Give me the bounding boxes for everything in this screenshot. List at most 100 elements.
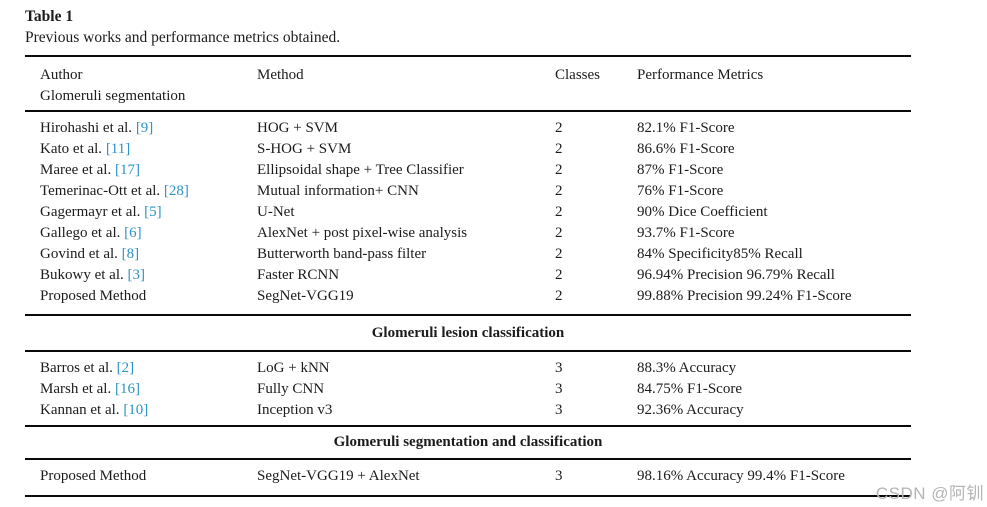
classes-cell: 2 [555,246,563,262]
classes-cell: 3 [555,381,563,397]
metrics-cell: 98.16% Accuracy 99.4% F1-Score [637,468,845,484]
metrics-cell: 87% F1-Score [637,162,724,178]
author-cell: Bukowy et al. [3] [25,265,257,286]
citation-link[interactable]: [11] [105,141,131,157]
table-row: Kato et al. [11] S-HOG + SVM 2 86.6% F1-Sco… [25,139,911,160]
metrics-cell: 84.75% F1-Score [637,381,742,397]
author-name: Bukowy et al. [40,267,128,283]
table-body: Barros et al. [2] LoG + kNN 3 88.3% Accurac… [25,352,911,427]
author-name: Proposed Method [40,288,147,304]
author-cell: Barros et al. [2] [25,358,257,379]
citation-link[interactable]: [8] [121,246,140,262]
column-header-metrics: Performance Metrics [637,67,764,83]
citation-link[interactable]: [2] [116,360,135,376]
table-row: Govind et al. [8] Butterworth band-pass f… [25,244,911,265]
author-name: Barros et al. [40,360,117,376]
author-name: Maree et al. [40,162,115,178]
column-header-classes: Classes [555,67,600,83]
header-subtitle-row: Glomeruli segmentation [25,86,911,107]
author-cell: Gallego et al. [6] [25,223,257,244]
author-cell: Proposed Method [25,286,257,307]
author-cell: Hirohashi et al. [9] [25,118,257,139]
table-row: Kannan et al. [10] Inception v3 3 92.36% Ac… [25,400,911,421]
method-cell: Mutual information+ CNN [257,183,419,199]
author-name: Govind et al. [40,246,122,262]
author-cell: Temerinac-Ott et al. [28] [25,181,257,202]
table-sections: Hirohashi et al. [9] HOG + SVM 2 82.1% F1-S… [25,112,911,495]
metrics-cell: 96.94% Precision 96.79% Recall [637,267,835,283]
table-row: Proposed Method SegNet-VGG19 2 99.88% Preci… [25,286,911,307]
header-row: Author Method Classes Performance Metric… [25,65,911,86]
column-header-author: Author [40,67,83,83]
table-row: Gallego et al. [6] AlexNet + post pixel-w… [25,223,911,244]
classes-cell: 2 [555,120,563,136]
author-cell: Kato et al. [11] [25,139,257,160]
citation-link[interactable]: [16] [114,381,140,397]
author-cell: Maree et al. [17] [25,160,257,181]
author-name: Temerinac-Ott et al. [40,183,164,199]
metrics-cell: 99.88% Precision 99.24% F1-Score [637,288,852,304]
author-name: Kannan et al. [40,402,124,418]
author-name: Hirohashi et al. [40,120,136,136]
table-row: Hirohashi et al. [9] HOG + SVM 2 82.1% F1-S… [25,118,911,139]
section-title: Glomeruli lesion classification [25,316,911,352]
table-body: Proposed Method SegNet-VGG19 + AlexNet 3 98… [25,460,911,495]
method-cell: Faster RCNN [257,267,340,283]
results-table: Author Method Classes Performance Metric… [25,55,911,497]
method-cell: LoG + kNN [257,360,330,376]
method-cell: SegNet-VGG19 [257,288,354,304]
metrics-cell: 93.7% F1-Score [637,225,735,241]
metrics-cell: 86.6% F1-Score [637,141,735,157]
citation-link[interactable]: [10] [123,402,149,418]
table-row: Proposed Method SegNet-VGG19 + AlexNet 3 98… [25,466,911,487]
table-caption-description: Previous works and performance metrics o… [25,29,341,46]
author-name: Proposed Method [40,468,147,484]
table-caption: Table 1 Previous works and performance m… [25,6,340,48]
classes-cell: 2 [555,267,563,283]
method-cell: S-HOG + SVM [257,141,352,157]
classes-cell: 2 [555,204,563,220]
watermark: CSDN @阿钏 [875,484,984,503]
table-row: Gagermayr et al. [5] U-Net 2 90% Dice Coeff… [25,202,911,223]
classes-cell: 2 [555,141,563,157]
classes-cell: 3 [555,360,563,376]
section-title: Glomeruli segmentation and classificatio… [25,427,911,460]
metrics-cell: 84% Specificity85% Recall [637,246,803,262]
table-header: Author Method Classes Performance Metric… [25,57,911,112]
metrics-cell: 76% F1-Score [637,183,724,199]
method-cell: Inception v3 [257,402,333,418]
citation-link[interactable]: [5] [144,204,162,220]
author-name: Gagermayr et al. [40,204,145,220]
author-name: Marsh et al. [40,381,115,397]
table-row: Bukowy et al. [3] Faster RCNN 2 96.94% Prec… [25,265,911,286]
author-name: Gallego et al. [40,225,125,241]
table-row: Maree et al. [17] Ellipsoidal shape + Tre… [25,160,911,181]
classes-cell: 3 [555,402,563,418]
citation-link[interactable]: [9] [135,120,154,136]
table-body: Hirohashi et al. [9] HOG + SVM 2 82.1% F1-S… [25,112,911,316]
table-row: Temerinac-Ott et al. [28] Mutual informat… [25,181,911,202]
method-cell: Fully CNN [257,381,325,397]
citation-link[interactable]: [28] [163,183,189,199]
citation-link[interactable]: [17] [114,162,140,178]
author-cell: Proposed Method [25,466,257,487]
method-cell: U-Net [257,204,295,220]
classes-cell: 3 [555,468,563,484]
table-caption-label: Table 1 [25,8,74,25]
author-cell: Marsh et al. [16] [25,379,257,400]
method-cell: Ellipsoidal shape + Tree Classifier [257,162,464,178]
table-row: Marsh et al. [16] Fully CNN 3 84.75% F1-Sco… [25,379,911,400]
table-row: Barros et al. [2] LoG + kNN 3 88.3% Accurac… [25,358,911,379]
author-name: Kato et al. [40,141,106,157]
column-header-method: Method [257,67,304,83]
classes-cell: 2 [555,183,563,199]
metrics-cell: 82.1% F1-Score [637,120,735,136]
metrics-cell: 92.36% Accuracy [637,402,744,418]
method-cell: SegNet-VGG19 + AlexNet [257,468,420,484]
classes-cell: 2 [555,162,563,178]
citation-link[interactable]: [6] [124,225,142,241]
author-cell: Kannan et al. [10] [25,400,257,421]
citation-link[interactable]: [3] [127,267,146,283]
classes-cell: 2 [555,225,563,241]
